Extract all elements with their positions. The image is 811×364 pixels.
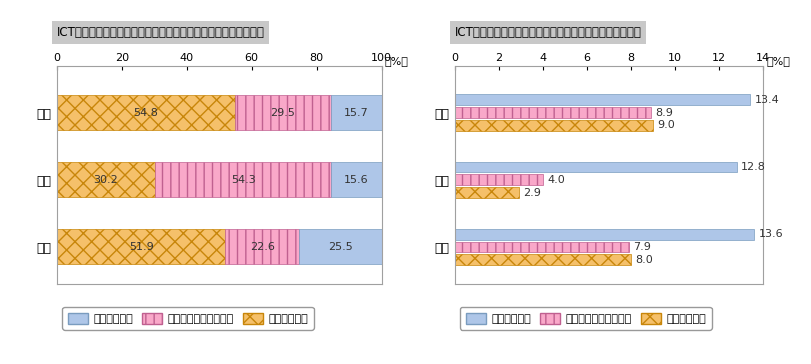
Bar [225,229,298,264]
Bar [454,187,518,198]
Text: 12.8: 12.8 [740,162,765,172]
Text: 7.9: 7.9 [633,242,650,252]
Text: ICT産業（インターネット関連）の市場規模・レイヤー別構成比: ICT産業（インターネット関連）の市場規模・レイヤー別構成比 [57,26,264,39]
Bar [454,120,652,131]
Text: 15.7: 15.7 [343,107,368,118]
Bar [155,162,331,197]
Bar [454,107,650,118]
Text: 8.9: 8.9 [654,107,672,118]
Text: 15.6: 15.6 [344,175,368,185]
Text: 9.0: 9.0 [657,120,675,130]
Text: 54.8: 54.8 [133,107,158,118]
Text: 22.6: 22.6 [249,242,274,252]
Legend: 上位レイヤー, ネットワークレイヤー, 端末レイヤー: 上位レイヤー, ネットワークレイヤー, 端末レイヤー [460,307,710,329]
Text: 29.5: 29.5 [270,107,295,118]
Bar [454,229,753,240]
Bar [454,254,630,265]
Text: （%）: （%） [384,56,408,66]
Text: 13.4: 13.4 [753,95,779,105]
Legend: 上位レイヤー, ネットワークレイヤー, 端末レイヤー: 上位レイヤー, ネットワークレイヤー, 端末レイヤー [62,307,313,329]
Text: 25.5: 25.5 [328,242,352,252]
Bar [57,95,234,130]
Bar [331,162,381,197]
Bar [454,242,628,252]
Bar [298,229,381,264]
Bar [454,94,749,105]
Text: 4.0: 4.0 [547,175,564,185]
Bar [57,229,225,264]
Text: （%）: （%） [766,56,789,66]
Text: ICT産業（インターネット関連）のレイヤー別成長性予測: ICT産業（インターネット関連）のレイヤー別成長性予測 [454,26,641,39]
Bar [57,162,155,197]
Text: 30.2: 30.2 [93,175,118,185]
Text: 13.6: 13.6 [758,229,783,239]
Text: 54.3: 54.3 [230,175,255,185]
Bar [454,174,543,185]
Text: 2.9: 2.9 [522,187,540,198]
Text: 51.9: 51.9 [129,242,153,252]
Bar [454,162,736,173]
Bar [330,95,381,130]
Text: 8.0: 8.0 [635,255,652,265]
Bar [234,95,330,130]
